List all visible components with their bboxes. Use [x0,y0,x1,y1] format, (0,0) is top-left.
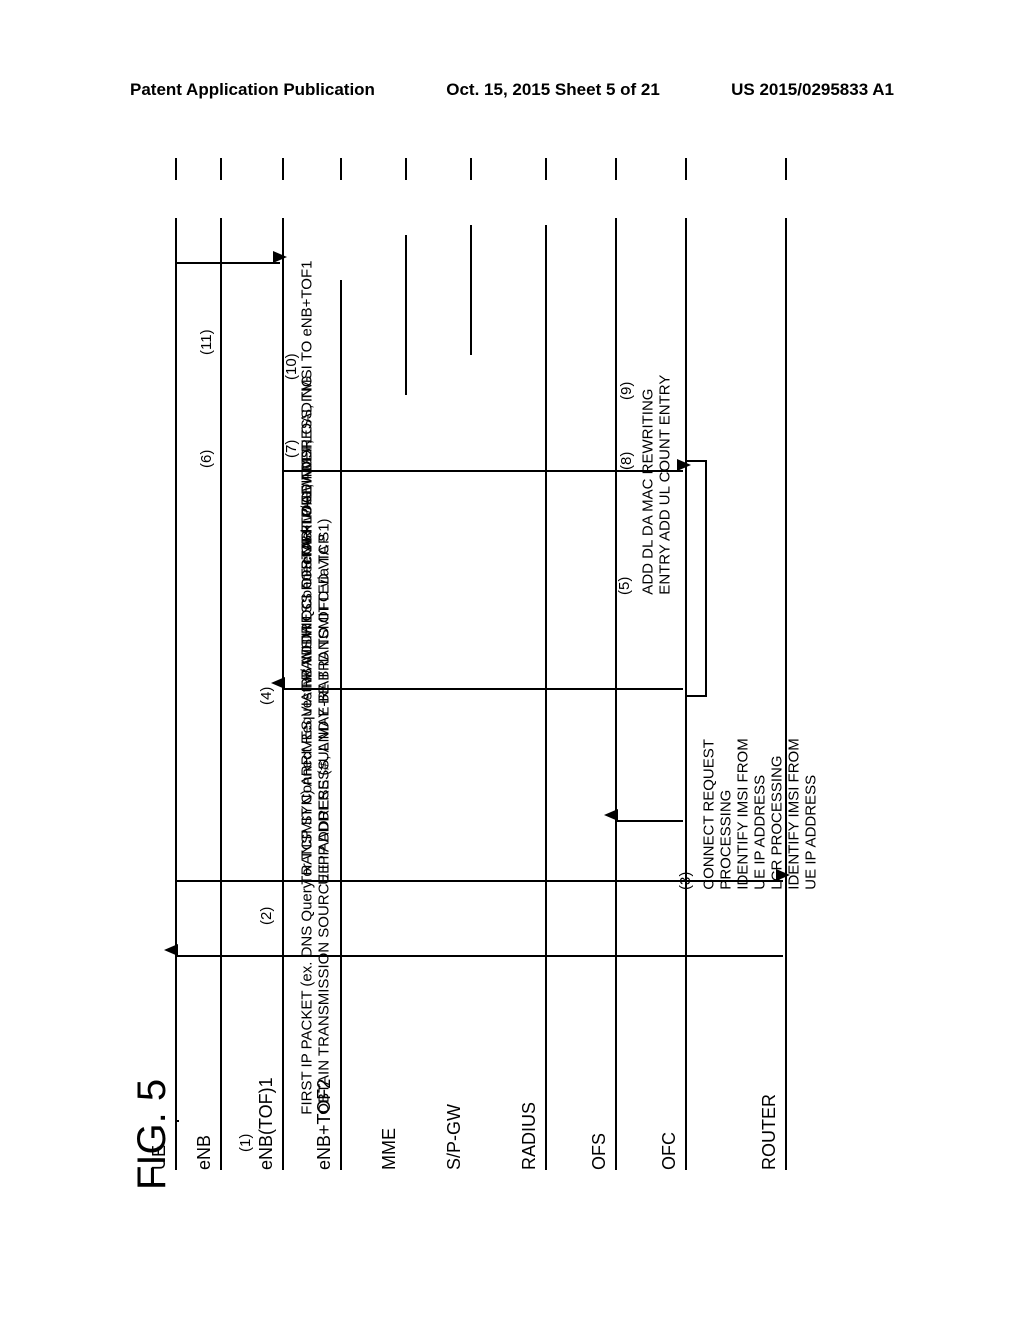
step-11: (11) [198,329,215,355]
arrow-4 [284,688,683,690]
arrow-5 [617,820,683,822]
step-10: (10) [283,353,300,380]
step-2: (2) [258,907,275,925]
actor-ofc: OFC [659,1132,680,1170]
msg-3-line4: UE IP ADDRESS [751,775,769,890]
actor-enb: eNB [194,1135,215,1170]
actor-router: ROUTER [759,1094,780,1170]
actor-mme: MME [379,1128,400,1170]
msg-5: START P-GW OFFLOADING [298,376,316,570]
lifeline-spgw [470,225,472,355]
msg-3-line1: CONNECT REQUEST [700,739,718,890]
lifeline-top [282,158,284,180]
arrow-6-7-8 [177,880,783,882]
lifeline-radius [545,225,547,1170]
lifeline-top [545,158,547,180]
actor-ue: UE [149,1145,170,1170]
actor-spgw: S/P-GW [444,1104,465,1170]
lifeline-top [405,158,407,180]
step-8: (8) [618,452,635,470]
header-center: Oct. 15, 2015 Sheet 5 of 21 [446,80,660,100]
msg-3-line2: PROCESSING [717,790,735,890]
step-4: (4) [258,687,275,705]
lifeline-top [175,158,177,180]
step-6: (6) [198,450,215,468]
bracket-3-top [687,460,705,462]
arrow-1 [177,1120,179,1122]
msg-3-line6: IDENTIFY IMSI FROM [785,739,803,890]
step-1: (1) [237,1134,254,1152]
lifeline-top [685,158,687,180]
arrow-2 [284,470,683,472]
lifeline-enb [220,218,222,1170]
lifeline-enb-tof2 [340,280,342,1170]
actor-radius: RADIUS [519,1102,540,1170]
lifeline-ue [175,218,177,1170]
msg-6-line2: ENTRY ADD UL COUNT ENTRY [656,375,674,595]
actor-ofs: OFS [589,1133,610,1170]
header-right: US 2015/0295833 A1 [731,80,894,100]
header-left: Patent Application Publication [130,80,375,100]
msg-6-line1: ADD DL DA MAC REWRITING [639,389,657,595]
figure-label: FIG. 5 [130,1079,175,1190]
page-header: Patent Application Publication Oct. 15, … [0,80,1024,100]
actor-enb-tof1: eNB(TOF)1 [256,1077,277,1170]
lifeline-top [340,158,342,180]
arrow-8-head [776,869,790,881]
msg-3-line7: UE IP ADDRESS [802,775,820,890]
step-9: (9) [618,382,635,400]
lifeline-router [785,218,787,1170]
lifeline-top [220,158,222,180]
msg-2-line2: UE IP ADDERESS, AND E-RAB ID TO OFC via … [315,534,333,885]
lifeline-ofc [685,218,687,1170]
step-7: (7) [283,440,300,458]
step-5: (5) [616,577,633,595]
lifeline-top [470,158,472,180]
arrow-4-head [271,677,285,689]
lifeline-top [615,158,617,180]
bracket-3-bot [687,695,705,697]
arrow-5-head [604,809,618,821]
arrow-9-10-11 [177,955,783,957]
arrow-11-head [164,944,178,956]
lifeline-mme [405,235,407,395]
arrow-1-head [273,251,287,263]
msg-3-line3: IDENTIFY IMSI FROM [734,739,752,890]
arrow-1-line [177,262,280,264]
lifeline-top [785,158,787,180]
lifeline-ofs [615,218,617,1170]
bracket-3-vert [705,460,707,697]
